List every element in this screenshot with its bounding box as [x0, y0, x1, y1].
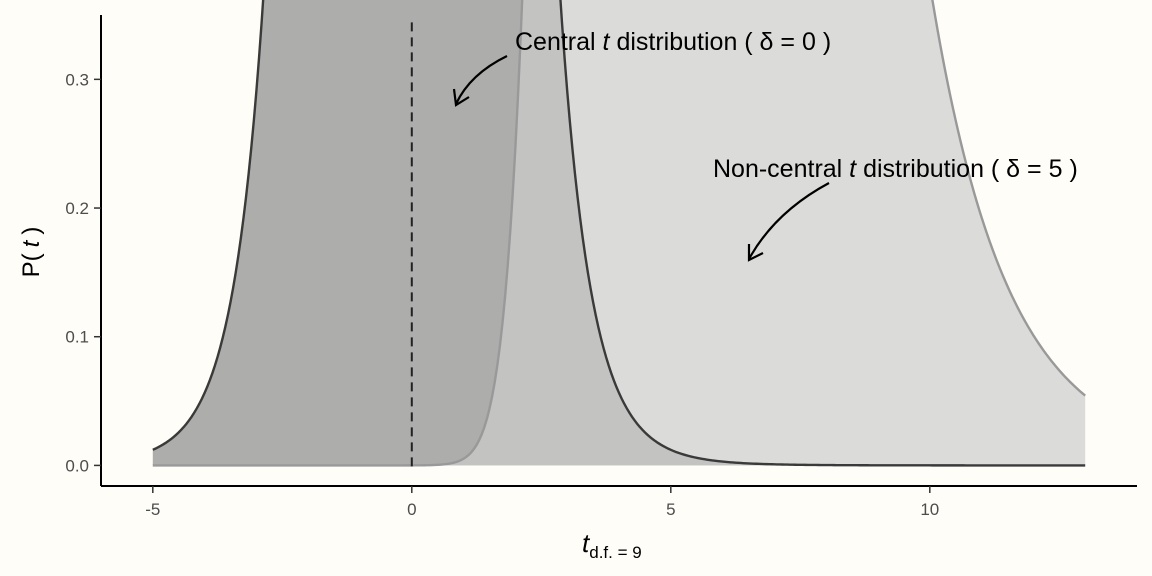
y-tick-label: 0.2	[65, 199, 89, 218]
central-annotation-var: t	[603, 28, 611, 56]
central-arrow-head	[452, 88, 470, 107]
y-axis-title-var: t	[18, 239, 45, 247]
y-tick-label: 0.3	[65, 70, 89, 89]
y-axis-title-suffix: )	[18, 227, 45, 235]
density-fills	[152, 0, 1086, 466]
x-axis-title: td.f. = 9	[582, 528, 642, 562]
x-axis-ticks: -5 0 5 10	[145, 486, 939, 519]
y-tick-label: 0.0	[65, 456, 89, 475]
density-lines	[152, 0, 1086, 467]
noncentral-arrow-head	[747, 244, 764, 262]
noncentral-annotation-var: t	[849, 155, 857, 183]
y-axis-ticks: 0.0 0.1 0.2 0.3	[65, 70, 101, 475]
central-density-line	[152, 0, 1086, 467]
noncentral-annotation-pre: Non-central	[713, 155, 849, 183]
y-axis-title: P( t)	[18, 227, 45, 278]
noncentral-annotation: Non-central t distribution ( δ = 5 )	[713, 155, 1078, 183]
x-axis-title-var: t	[582, 528, 591, 558]
y-axis-title-prefix: P(	[18, 253, 45, 277]
central-annotation-post: distribution ( δ = 0 )	[610, 28, 832, 56]
y-tick-label: 0.1	[65, 328, 89, 347]
central-arrow	[455, 55, 508, 105]
noncentral-arrow	[748, 182, 830, 260]
central-annotation-pre: Central	[515, 28, 603, 56]
x-axis-title-subscript: d.f. = 9	[589, 543, 641, 562]
central-annotation: Central t distribution ( δ = 0 )	[515, 28, 831, 56]
x-tick-label: -5	[145, 500, 160, 519]
noncentral-density-fill	[152, 0, 1086, 466]
x-tick-label: 0	[407, 500, 416, 519]
x-tick-label: 10	[920, 500, 939, 519]
x-tick-label: 5	[666, 500, 675, 519]
central-density-fill	[152, 0, 1086, 466]
noncentral-density-line	[152, 0, 1086, 467]
noncentral-annotation-post: distribution ( δ = 5 )	[856, 155, 1078, 183]
